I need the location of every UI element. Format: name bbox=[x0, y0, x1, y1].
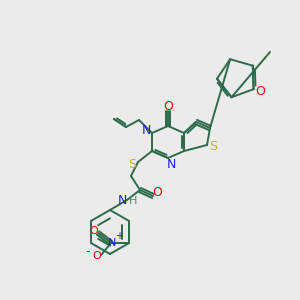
Text: -: - bbox=[86, 245, 90, 259]
Text: H: H bbox=[129, 196, 137, 206]
Text: N: N bbox=[108, 238, 116, 248]
Text: +: + bbox=[115, 231, 123, 241]
Text: O: O bbox=[256, 85, 266, 98]
Text: O: O bbox=[93, 251, 101, 261]
Text: S: S bbox=[128, 158, 136, 170]
Text: S: S bbox=[209, 140, 217, 152]
Text: O: O bbox=[90, 226, 98, 236]
Text: O: O bbox=[152, 185, 162, 199]
Text: N: N bbox=[117, 194, 127, 208]
Text: O: O bbox=[163, 100, 173, 112]
Text: N: N bbox=[141, 124, 151, 137]
Text: N: N bbox=[166, 158, 176, 172]
